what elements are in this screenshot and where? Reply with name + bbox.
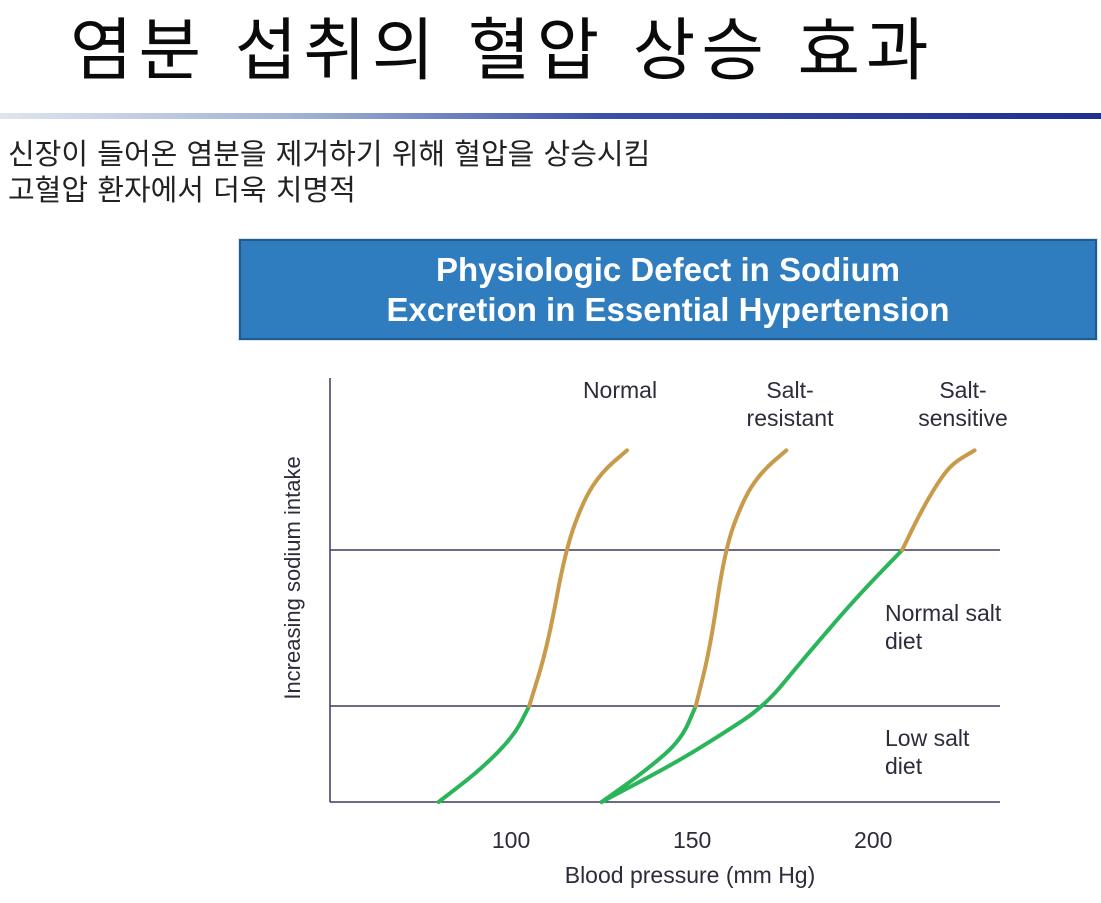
series-label-salt-sensitive-line-1: Salt-: [939, 377, 986, 403]
curve-salt-sensitive-high-salt: [900, 448, 977, 552]
series-label-salt-resistant-line-1: Salt-: [766, 377, 813, 403]
level-label-2-line-2: diet: [885, 628, 923, 654]
bullet-1: 신장이 들어온 염분을 제거하기 위해 혈압을 상승시킴: [8, 137, 651, 171]
bullet-2: 고혈압 환자에서 더욱 치명적: [8, 173, 356, 207]
y-axis-label: Increasing sodium intake: [280, 456, 305, 699]
x-tick-label-100: 100: [492, 827, 530, 853]
series-label-salt-resistant-line-2: resistant: [747, 405, 835, 431]
slide-title: 염분 섭취의 혈압 상승 효과: [70, 12, 935, 91]
curve-salt-sensitive-low-salt: [599, 548, 905, 804]
x-axis-label: Blood pressure (mm Hg): [565, 862, 816, 888]
series-label-salt-sensitive-line-2: sensitive: [918, 405, 1007, 431]
chart-title-banner: Physiologic Defect in Sodium Excretion i…: [239, 239, 1097, 340]
title-rule: [0, 113, 1101, 119]
level-label-2-line-1: Normal salt: [885, 600, 1002, 626]
level-label-1-line-1: Low salt: [885, 725, 970, 751]
series-label-normal-line-1: Normal: [583, 377, 657, 403]
level-label-1-line-2: diet: [885, 753, 923, 779]
x-tick-label-200: 200: [854, 827, 892, 853]
curve-normal-high-salt: [527, 448, 629, 708]
chart-title-line-2: Excretion in Essential Hypertension: [386, 290, 950, 328]
chart-title-line-1: Physiologic Defect in Sodium: [436, 250, 900, 288]
x-tick-label-150: 150: [673, 827, 711, 853]
curve-salt-resistant-low-salt: [599, 704, 698, 804]
curve-salt-resistant-high-salt: [693, 448, 789, 708]
curve-normal-low-salt: [436, 704, 532, 804]
bullet-list: 신장이 들어온 염분을 제거하기 위해 혈압을 상승시킴 고혈압 환자에서 더욱…: [8, 136, 650, 208]
